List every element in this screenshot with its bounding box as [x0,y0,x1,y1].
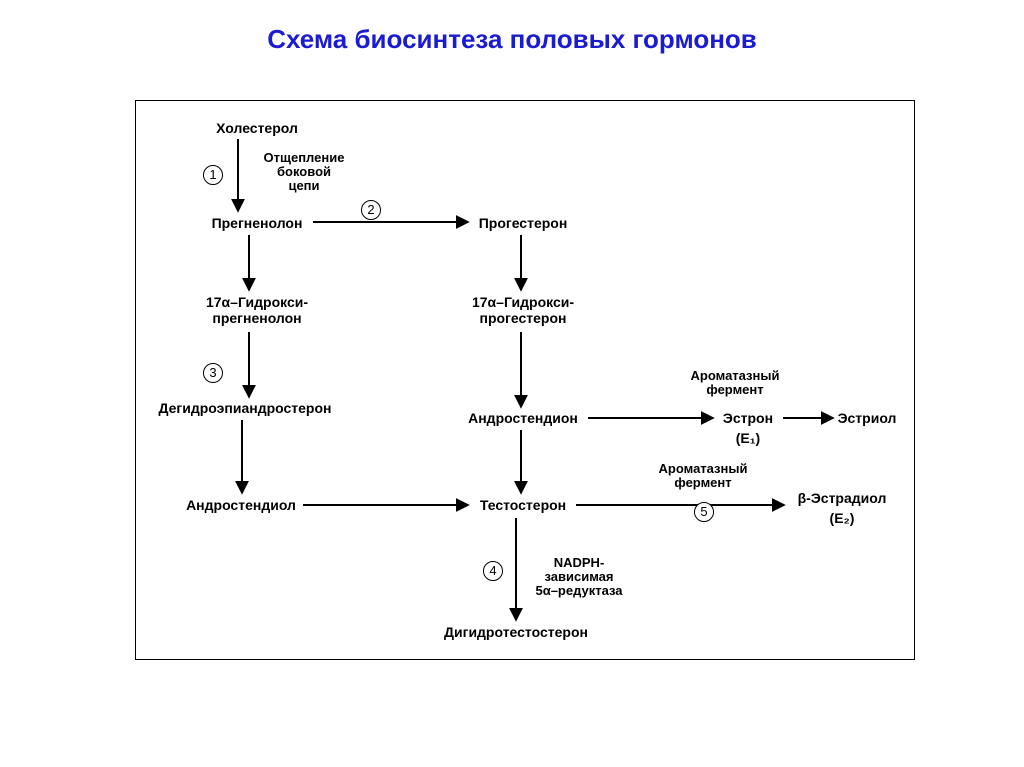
node-chol: Холестерол [107,120,407,136]
node-hprog: 17α–Гидрокси- прогестерон [373,294,673,326]
page-title: Схема биосинтеза половых гормонов [0,24,1024,55]
step-3: 3 [203,363,223,383]
node-estriol: Эстриол [717,410,1017,426]
step-1: 1 [203,165,223,185]
step-2: 2 [361,200,381,220]
node-e1: (E₁) [598,430,898,446]
annotation-arom2: Ароматазный фермент [583,462,823,491]
node-hpreg: 17α–Гидрокси- прегненолон [107,294,407,326]
node-e2: (E₂) [692,510,992,526]
node-preg: Прегненолон [107,215,407,231]
node-bestr: β-Эстрадиол [692,490,992,506]
node-dht: Дигидротестостерон [366,624,666,640]
step-4: 4 [483,561,503,581]
step-5: 5 [694,502,714,522]
node-testo: Тестостерон [373,497,673,513]
node-dhea: Дегидроэпиандростерон [95,400,395,416]
node-andiol: Андростендиол [91,497,391,513]
annotation-arom1: Ароматазный фермент [615,369,855,398]
node-prog: Прогестерон [373,215,673,231]
